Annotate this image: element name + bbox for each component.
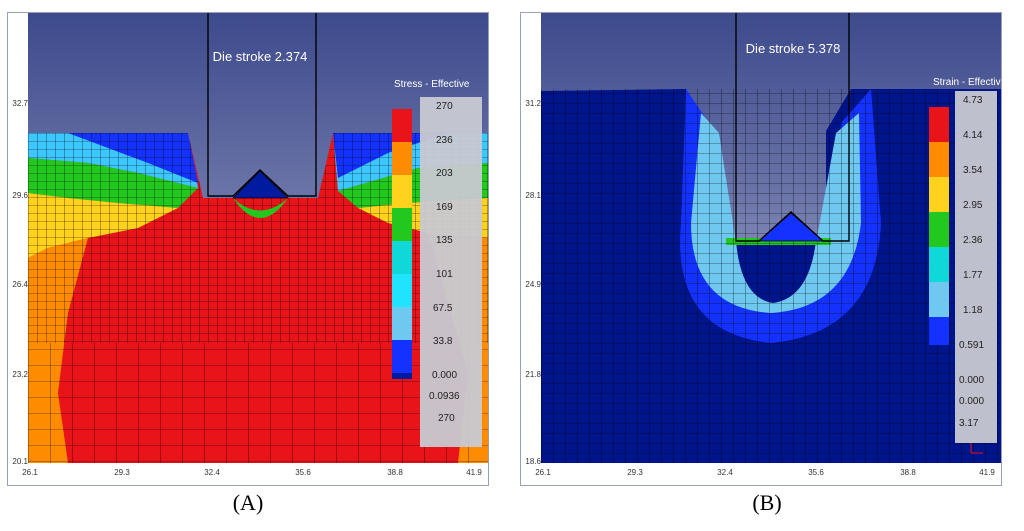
legend-color-bar [929, 107, 949, 345]
die-shape [207, 13, 317, 197]
legend-label: 3.54 [963, 165, 983, 176]
x-tick: 41.9 [466, 468, 482, 477]
legend-label: 4.73 [963, 95, 983, 106]
legend-label: 67.5 [433, 303, 453, 314]
panel-b-plot: Die stroke 5.378 Strain - Effective 4.73… [541, 13, 1001, 463]
legend-title: Stress - Effective [394, 79, 470, 90]
legend-label: 2.36 [963, 235, 983, 246]
legend-background [420, 97, 482, 447]
x-tick: 38.8 [900, 468, 916, 477]
y-tick: 32.7 [12, 99, 28, 108]
legend-label: 169 [436, 202, 453, 213]
x-tick: 29.3 [627, 468, 643, 477]
caption-a: (A) [232, 490, 264, 515]
legend-label: 4.14 [963, 130, 983, 141]
y-tick: 18.6 [525, 457, 541, 466]
y-tick: 31.2 [525, 99, 541, 108]
x-tick: 41.9 [979, 468, 995, 477]
legend-label: 0.000 [432, 370, 458, 381]
legend-label: 0.591 [959, 340, 985, 351]
legend-label: 203 [436, 168, 453, 179]
x-tick: 29.3 [114, 468, 130, 477]
y-tick: 24.9 [525, 280, 541, 289]
panel-b-simulation [541, 13, 1001, 463]
y-tick: 23.2 [12, 370, 28, 379]
y-tick: 28.1 [525, 191, 541, 200]
panel-a: Die stroke 2.374 Stress - Effective 270 … [7, 12, 489, 486]
legend-label: 2.95 [963, 200, 983, 211]
y-tick: 29.6 [12, 191, 28, 200]
legend-min-value: 0.000 [959, 396, 985, 407]
y-tick: 26.4 [12, 280, 28, 289]
legend-max-value: 3.17 [959, 418, 979, 429]
legend-background [955, 91, 997, 443]
x-tick: 38.8 [387, 468, 403, 477]
legend-label: 1.18 [963, 305, 983, 316]
legend-label: 236 [436, 135, 453, 146]
legend-label: 135 [436, 235, 453, 246]
x-tick: 26.1 [535, 468, 551, 477]
x-tick: 32.4 [717, 468, 733, 477]
legend-label: 1.77 [963, 270, 983, 281]
legend-color-bar [392, 109, 412, 379]
x-tick: 26.1 [22, 468, 38, 477]
x-tick: 35.6 [295, 468, 311, 477]
panel-b: Die stroke 5.378 Strain - Effective 4.73… [520, 12, 1002, 486]
panel-a-plot: Die stroke 2.374 Stress - Effective 270 … [28, 13, 488, 463]
x-tick: 32.4 [204, 468, 220, 477]
die-stroke-label: Die stroke 5.378 [745, 41, 841, 56]
legend-min-value: 0.0936 [429, 391, 460, 402]
legend-label: 33.8 [433, 336, 453, 347]
die-stroke-label: Die stroke 2.374 [212, 49, 308, 64]
y-tick: 20.1 [12, 457, 28, 466]
caption-b: (B) [752, 490, 782, 515]
legend-label: 101 [436, 269, 453, 280]
legend-label: 270 [436, 101, 453, 112]
legend-max-value: 270 [438, 413, 455, 424]
legend-title: Strain - Effective [933, 77, 1001, 88]
legend-label: 0.000 [959, 375, 985, 386]
x-tick: 35.6 [808, 468, 824, 477]
y-tick: 21.8 [525, 370, 541, 379]
